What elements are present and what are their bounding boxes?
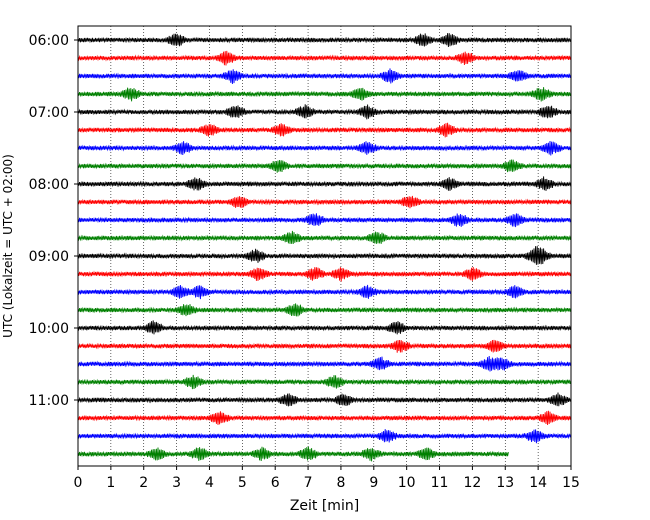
trace-line	[77, 87, 572, 102]
x-axis-label: Zeit [min]	[290, 498, 359, 514]
seismogram-traces	[77, 33, 572, 462]
y-tick-label: 06:00	[29, 33, 69, 49]
trace-line	[77, 33, 572, 48]
trace-line	[77, 159, 572, 173]
x-tick-label: 2	[139, 475, 148, 491]
y-axis-ticks: 06:00 07:00 08:00 09:00 10:00 11:00	[29, 33, 78, 409]
x-tick-label: 6	[271, 475, 280, 491]
x-tick-label: 4	[205, 475, 214, 491]
trace-line	[77, 284, 572, 300]
x-tick-label: 8	[336, 475, 345, 491]
x-tick-label: 14	[529, 475, 547, 491]
x-tick-label: 7	[304, 475, 313, 491]
x-tick-label: 15	[562, 475, 580, 491]
trace-line	[77, 303, 572, 317]
x-tick-label: 10	[398, 475, 416, 491]
trace-line	[77, 266, 572, 282]
trace-line	[77, 446, 509, 462]
trace-line	[77, 429, 572, 444]
plot-frame	[77, 25, 572, 467]
trace-line	[77, 122, 572, 138]
trace-line	[77, 246, 572, 265]
y-tick-label: 11:00	[29, 393, 69, 409]
x-tick-label: 9	[369, 475, 378, 491]
trace-line	[77, 392, 572, 407]
x-tick-label: 0	[74, 475, 83, 491]
x-tick-label: 11	[431, 475, 449, 491]
x-axis-ticks: 0 1 2 3 4 5 6 7 8 9 10 11 12 13 14 15	[74, 466, 580, 491]
y-tick-label: 08:00	[29, 177, 69, 193]
y-tick-label: 09:00	[29, 249, 69, 265]
trace-line	[77, 339, 572, 353]
trace-line	[77, 320, 572, 335]
x-tick-label: 3	[172, 475, 181, 491]
x-tick-label: 5	[238, 475, 247, 491]
trace-line	[77, 176, 572, 191]
y-tick-label: 10:00	[29, 321, 69, 337]
trace-line	[77, 140, 572, 156]
y-tick-label: 07:00	[29, 105, 69, 121]
trace-line	[77, 410, 572, 426]
x-tick-label: 13	[496, 475, 514, 491]
x-tick-label: 1	[106, 475, 115, 491]
x-tick-label: 12	[463, 475, 481, 491]
trace-line	[77, 230, 572, 245]
trace-line	[77, 68, 572, 85]
trace-line	[77, 355, 572, 372]
trace-line	[77, 213, 572, 228]
trace-line	[77, 195, 572, 209]
trace-line	[77, 104, 572, 120]
y-axis-label: UTC (Lokalzeit = UTC + 02:00)	[1, 154, 15, 338]
trace-line	[77, 374, 572, 390]
vertical-gridlines	[110, 26, 539, 466]
trace-line	[77, 50, 572, 66]
